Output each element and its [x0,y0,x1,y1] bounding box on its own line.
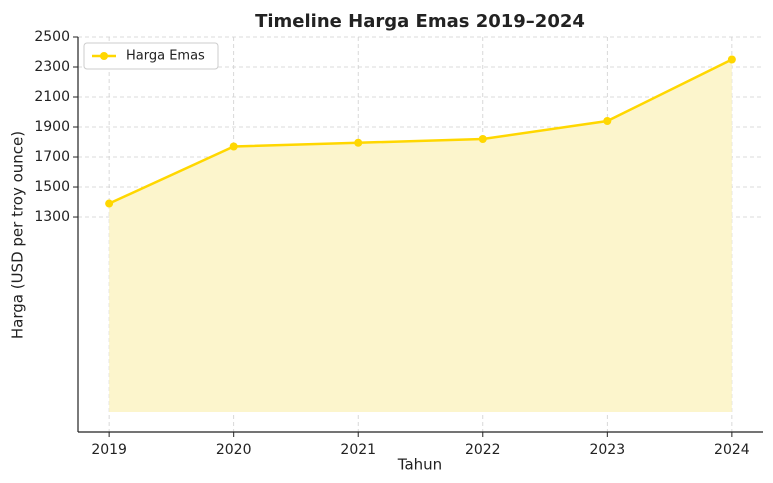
legend-box [83,42,219,70]
legend-label: Harga Emas [126,49,205,64]
point [229,142,238,151]
x-tick-label: 2024 [714,442,750,458]
y-axis-label: Harga (USD per troy ounce) [9,131,27,339]
legend-marker [100,52,108,60]
x-tick-label: 2023 [589,442,625,458]
x-axis-label: Tahun [397,456,442,474]
point [105,199,114,208]
plot-area [105,55,736,413]
y-tick-label: 1500 [34,179,70,195]
y-tick-label: 2100 [34,89,70,105]
legend: Harga Emas [83,42,219,70]
point [354,138,363,147]
point [727,55,736,64]
chart-title: Timeline Harga Emas 2019–2024 [255,11,585,32]
y-tick-label: 1700 [34,149,70,165]
point [478,135,487,144]
x-tick-label: 2021 [340,442,376,458]
x-tick-label: 2022 [465,442,501,458]
x-tick-label: 2020 [216,442,252,458]
y-tick-label: 1900 [34,119,70,135]
point [603,117,612,126]
y-tick-label: 1300 [34,209,70,225]
y-tick-label: 2300 [34,59,70,75]
line [108,58,733,205]
x-tick-label: 2019 [91,442,127,458]
y-tick-label: 2500 [34,29,70,45]
area [109,59,732,413]
